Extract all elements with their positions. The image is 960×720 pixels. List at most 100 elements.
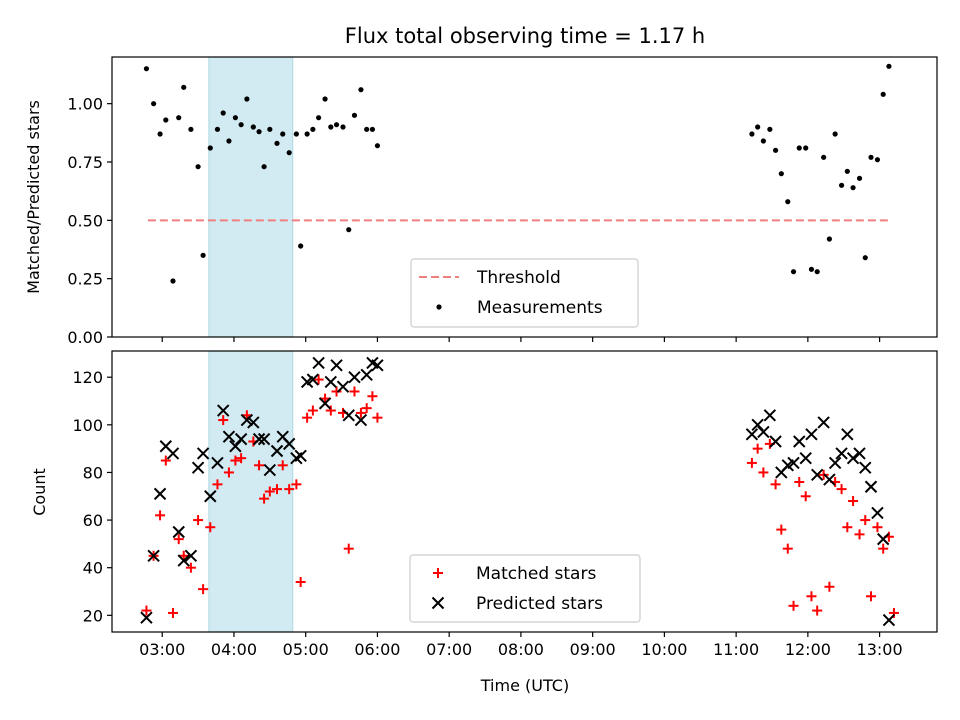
bottom-highlight-span bbox=[208, 350, 294, 633]
matched-points bbox=[141, 374, 899, 618]
x-b bbox=[763, 409, 777, 422]
plus-marker bbox=[842, 522, 853, 533]
measurement-point bbox=[790, 269, 797, 275]
x-marker bbox=[835, 447, 848, 460]
legend-predicted-label: Predicted stars bbox=[476, 594, 603, 614]
plus-marker bbox=[264, 486, 275, 497]
x-b bbox=[257, 432, 271, 446]
x-b bbox=[172, 525, 185, 539]
top-panel: 0.00 0.25 0.50 0.75 1.00 Matched/Predicted s… bbox=[24, 56, 938, 347]
x-b bbox=[184, 549, 198, 563]
x-tick-label: 06:00 bbox=[354, 640, 400, 659]
x-b bbox=[252, 432, 266, 446]
x-marker bbox=[769, 435, 782, 448]
plus-marker bbox=[259, 493, 270, 504]
x-marker bbox=[252, 432, 266, 446]
x-b bbox=[864, 480, 878, 493]
top-highlight-span bbox=[208, 56, 294, 338]
x-tick-label: 13:00 bbox=[857, 640, 903, 659]
measurement-point bbox=[767, 126, 773, 132]
measurement-point bbox=[760, 138, 766, 144]
plus-marker bbox=[160, 455, 171, 466]
plus-marker bbox=[198, 584, 209, 595]
x-marker bbox=[211, 456, 224, 470]
x-b bbox=[204, 490, 217, 503]
x-marker bbox=[222, 430, 236, 443]
legend-threshold-label: Threshold bbox=[476, 268, 561, 288]
x-b bbox=[196, 447, 210, 460]
legend-frame bbox=[409, 554, 641, 623]
top-y-ticks: 0.00 0.25 0.50 0.75 1.00 bbox=[67, 95, 112, 347]
plus-marker bbox=[343, 543, 354, 554]
measurement-point bbox=[333, 122, 340, 128]
x-marker bbox=[184, 549, 198, 563]
measurement-point bbox=[163, 117, 169, 123]
x-b bbox=[294, 449, 307, 462]
x-marker bbox=[348, 370, 361, 384]
x-b bbox=[354, 413, 368, 427]
plus-marker bbox=[325, 405, 336, 416]
highlight-span-rect bbox=[208, 350, 294, 633]
x-b bbox=[234, 432, 248, 446]
x-b bbox=[841, 428, 854, 441]
x-marker bbox=[172, 525, 185, 539]
x-b bbox=[191, 461, 205, 474]
x-marker bbox=[294, 449, 307, 462]
x-marker bbox=[312, 356, 325, 370]
x-b bbox=[247, 416, 260, 429]
plus-marker bbox=[812, 605, 823, 616]
measurement-point bbox=[238, 122, 244, 128]
x-b bbox=[745, 428, 759, 441]
y-tick-label: 0.75 bbox=[67, 153, 103, 172]
legend-frame bbox=[410, 258, 639, 328]
plus-marker bbox=[776, 524, 787, 535]
x-marker bbox=[263, 463, 277, 477]
measurement-point bbox=[244, 96, 250, 102]
x-marker bbox=[871, 506, 884, 520]
measurement-point bbox=[856, 175, 863, 181]
measurement-point bbox=[143, 66, 150, 72]
plus-marker bbox=[770, 479, 781, 490]
y-tick-label: 60 bbox=[83, 511, 103, 530]
measurement-point bbox=[868, 154, 874, 160]
bottom-y-axis-label: Count bbox=[30, 468, 49, 516]
x-b bbox=[360, 368, 373, 382]
measurement-point bbox=[250, 124, 256, 130]
x-axis-label: Time (UTC) bbox=[480, 676, 569, 695]
x-marker bbox=[828, 456, 842, 470]
measurement-point bbox=[232, 115, 238, 121]
x-b bbox=[263, 463, 277, 477]
top-legend: Threshold Measurements bbox=[410, 258, 639, 328]
x-marker bbox=[247, 416, 260, 429]
x-b bbox=[751, 418, 764, 432]
plus-marker bbox=[284, 484, 295, 495]
x-marker bbox=[240, 413, 254, 427]
bottom-panel: 20 40 60 80 100 120 03:00 04:00 05:00 06:00 07:00… bbox=[30, 350, 938, 695]
x-marker bbox=[371, 359, 384, 372]
x-marker bbox=[282, 437, 296, 451]
plus-marker bbox=[349, 386, 360, 397]
x-b bbox=[318, 397, 332, 410]
x-b bbox=[853, 447, 866, 460]
measurement-point bbox=[814, 269, 820, 275]
x-b bbox=[805, 428, 818, 441]
y-tick-label: 80 bbox=[83, 463, 103, 482]
x-tick-label: 04:00 bbox=[211, 640, 257, 659]
x-b bbox=[336, 380, 350, 393]
measurement-point bbox=[886, 63, 892, 69]
y-tick-label: 1.00 bbox=[67, 95, 103, 114]
plus-marker bbox=[212, 479, 223, 490]
x-b bbox=[159, 440, 173, 453]
x-b bbox=[871, 506, 884, 520]
measurement-point bbox=[226, 138, 232, 144]
x-marker bbox=[793, 435, 806, 448]
plus-marker bbox=[752, 443, 763, 454]
x-b bbox=[153, 487, 167, 501]
x-marker bbox=[360, 368, 373, 382]
plus-marker bbox=[277, 460, 288, 471]
x-b bbox=[366, 356, 379, 370]
measurement-point bbox=[170, 278, 176, 284]
legend-measurements-label: Measurements bbox=[477, 298, 603, 318]
x-marker bbox=[853, 447, 866, 460]
